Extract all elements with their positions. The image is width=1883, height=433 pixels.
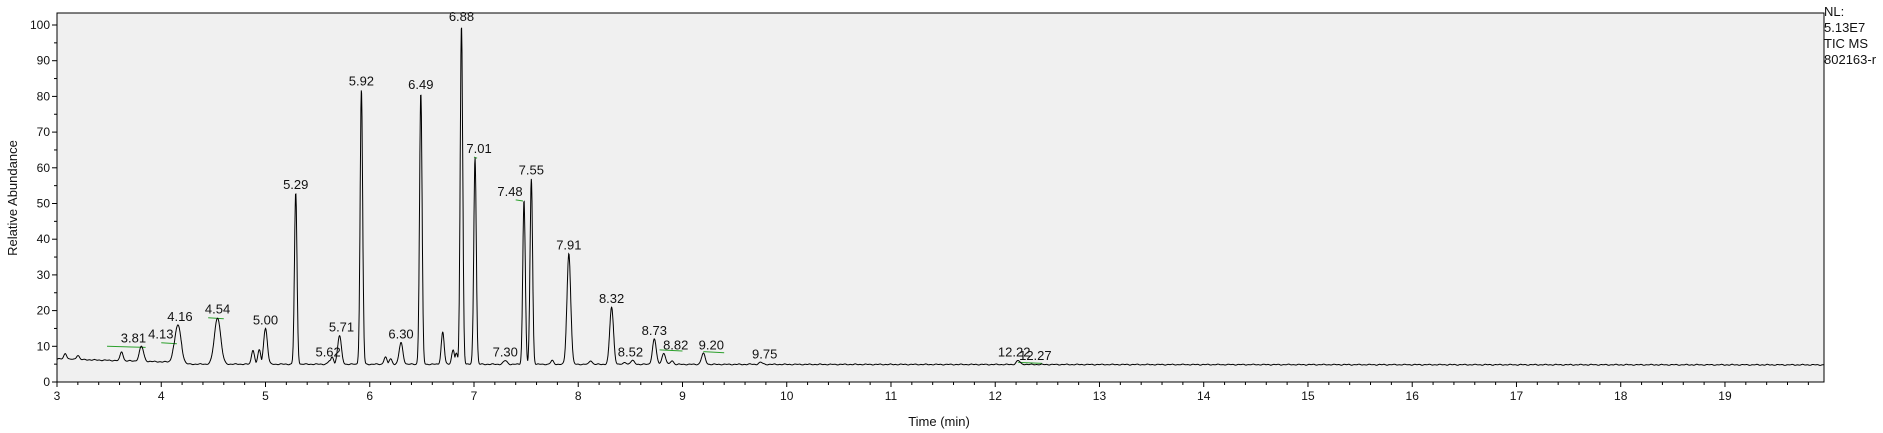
x-axis-label: Time (min) [908,414,970,429]
tic-trace [56,27,1825,366]
scan-info: NL: 5.13E7 TIC MS 802163-r [1824,4,1876,68]
peak-label: 8.73 [642,323,667,338]
integration-lines [107,156,1043,364]
y-axis: 0 10 20 30 40 50 60 70 80 90 100 [30,18,57,389]
x-tick-label: 18 [1614,389,1628,403]
x-tick-label: 3 [54,389,61,403]
peak-label: 12.22 [998,345,1031,360]
y-tick-label: 80 [37,89,51,103]
x-tick-label: 12 [989,389,1003,403]
nl-label: NL: [1824,4,1845,19]
peak-label: 5.00 [253,312,278,327]
file-name: 802163-r [1824,52,1877,67]
integration-baseline [515,199,524,202]
peak-label: 12.27 [1019,348,1052,363]
peak-label: 6.88 [449,9,474,24]
y-tick-label: 70 [37,125,51,139]
integration-baseline [473,156,478,159]
x-tick-label: 4 [158,389,165,403]
y-tick-label: 40 [37,232,51,246]
integration-baseline [1018,361,1043,364]
y-tick-label: 10 [37,339,51,353]
peak-label: 4.13 [148,327,173,342]
peak-label: 7.48 [497,184,522,199]
x-tick-label: 11 [885,389,898,403]
integration-baseline [107,345,146,348]
x-tick-label: 14 [1197,389,1211,403]
peak-labels: 3.81 4.13 4.16 4.54 5.00 5.29 5.62 5.71 5.92 6.30… [121,9,1052,363]
x-tick-label: 17 [1510,389,1524,403]
x-tick-label: 16 [1406,389,1420,403]
peak-label: 7.91 [556,237,581,252]
y-axis-label: Relative Abundance [5,140,20,256]
x-tick-label: 13 [1093,389,1107,403]
plot-area [56,12,1825,383]
integration-baseline [703,351,725,354]
peak-label: 6.30 [388,327,413,342]
y-tick-label: 90 [37,54,51,68]
nl-value: 5.13E7 [1824,20,1866,35]
y-tick-label: 30 [37,268,51,282]
x-tick-label: 10 [780,389,794,403]
peak-label: 5.29 [283,177,308,192]
peak-label: 7.30 [493,345,518,360]
y-tick-label: 0 [43,375,50,389]
peak-label: 9.75 [752,346,777,361]
x-tick-label: 15 [1301,389,1315,403]
x-tick-label: 9 [679,389,686,403]
peak-label: 5.62 [315,345,340,360]
x-tick-label: 6 [366,389,373,403]
peak-label: 8.52 [618,345,643,360]
y-tick-label: 60 [37,161,51,175]
peak-label: 9.20 [699,337,724,352]
peak-label: 7.01 [466,141,491,156]
y-tick-label: 100 [30,18,50,32]
peak-label: 6.49 [408,77,433,92]
peak-label: 4.16 [167,309,192,324]
peak-label: 8.82 [663,337,688,352]
peak-label: 7.55 [519,163,544,178]
peak-label: 5.92 [349,73,374,88]
x-axis: 3 4 5 6 7 8 9 10 11 12 13 14 15 16 17 18 19 [54,382,1809,403]
x-tick-label: 7 [471,389,478,403]
peak-label: 4.54 [205,302,230,317]
integration-baseline [208,317,224,320]
x-tick-label: 8 [575,389,582,403]
peak-label: 8.32 [599,291,624,306]
y-tick-label: 50 [37,197,51,211]
integration-baseline [659,349,683,352]
y-tick-label: 20 [37,304,51,318]
scan-type: TIC MS [1824,36,1869,51]
x-tick-label: 19 [1718,389,1732,403]
peak-label: 3.81 [121,330,146,345]
x-tick-label: 5 [262,389,269,403]
peak-label: 5.71 [329,320,354,335]
